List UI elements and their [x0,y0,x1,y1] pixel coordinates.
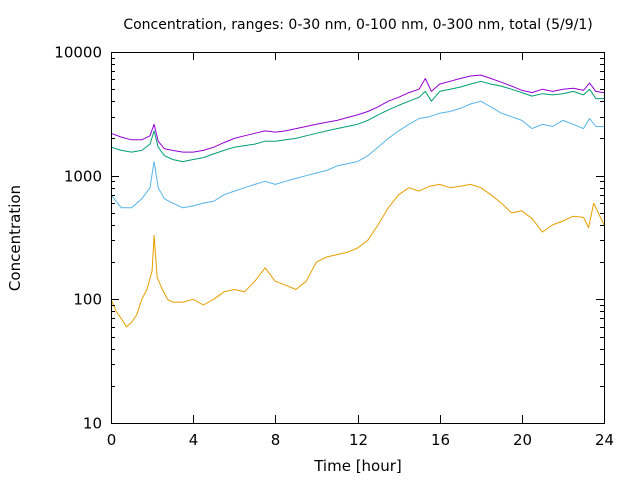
series-line-2 [110,100,604,209]
x-tick-label: 16 [431,431,450,449]
y-tick-label: 1000 [64,168,102,186]
x-tick-label: 20 [513,431,532,449]
y-tick-label: 10 [83,415,102,433]
series-line-1 [110,183,605,328]
series-line-4 [110,74,605,153]
chart-title: Concentration, ranges: 0-30 nm, 0-100 nm… [123,17,592,33]
x-tick-label: 12 [349,431,368,449]
x-tick-label: 24 [595,431,614,449]
axes-layer: 0 4 8 12 16 20 24 10 100 1000 10000 [54,44,614,450]
series-line-3 [110,80,604,163]
x-axis-label: Time [hour] [313,457,402,475]
y-axis-label: Concentration [6,185,24,291]
series-layer [110,74,605,328]
x-tick-label: 8 [271,431,281,449]
x-tick-label: 0 [107,431,117,449]
plot-frame [111,52,605,424]
y-tick-label: 100 [73,291,102,309]
y-tick-label: 10000 [54,44,102,62]
x-tick-label: 4 [189,431,199,449]
